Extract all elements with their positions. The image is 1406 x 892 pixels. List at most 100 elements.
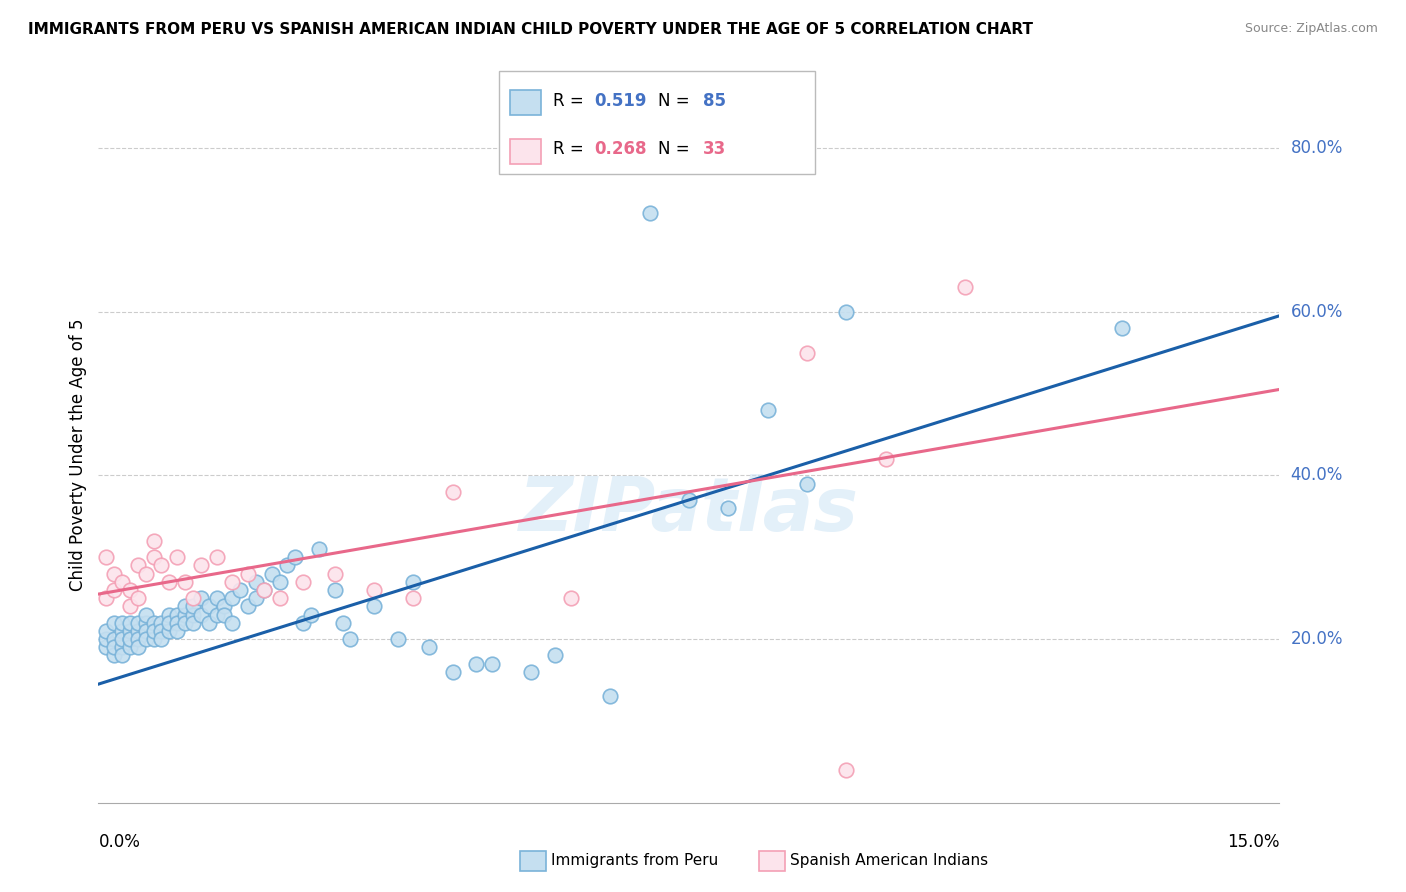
- Point: [339, 632, 361, 646]
- Point: [142, 533, 165, 548]
- Point: [111, 640, 134, 655]
- Point: [269, 591, 291, 606]
- Text: R =: R =: [553, 92, 589, 110]
- Point: [756, 403, 779, 417]
- Point: [181, 599, 204, 614]
- Point: [150, 624, 173, 638]
- Point: [402, 574, 425, 589]
- Point: [96, 591, 118, 606]
- Point: [418, 640, 440, 655]
- Point: [875, 452, 897, 467]
- Point: [245, 591, 267, 606]
- Point: [260, 566, 283, 581]
- Point: [181, 607, 204, 622]
- Point: [181, 615, 204, 630]
- Point: [127, 615, 149, 630]
- Point: [135, 632, 157, 646]
- Point: [135, 624, 157, 638]
- Text: Spanish American Indians: Spanish American Indians: [790, 854, 988, 868]
- Point: [103, 615, 125, 630]
- Text: N =: N =: [658, 92, 695, 110]
- Point: [96, 624, 118, 638]
- Point: [236, 599, 259, 614]
- Point: [150, 615, 173, 630]
- Point: [245, 574, 267, 589]
- Text: 20.0%: 20.0%: [1291, 630, 1343, 648]
- Point: [118, 632, 141, 646]
- Point: [835, 304, 858, 318]
- Point: [205, 607, 228, 622]
- Point: [214, 607, 236, 622]
- Point: [465, 657, 488, 671]
- Point: [127, 558, 149, 573]
- Point: [96, 632, 118, 646]
- Point: [363, 582, 385, 597]
- Point: [332, 615, 354, 630]
- Point: [118, 632, 141, 646]
- Point: [150, 558, 173, 573]
- Point: [221, 574, 243, 589]
- Point: [363, 599, 385, 614]
- Point: [166, 615, 188, 630]
- Point: [205, 591, 228, 606]
- Point: [253, 582, 276, 597]
- Point: [284, 550, 307, 565]
- Point: [269, 574, 291, 589]
- Point: [174, 574, 197, 589]
- Point: [520, 665, 543, 679]
- Point: [953, 280, 976, 294]
- Point: [387, 632, 409, 646]
- Point: [118, 640, 141, 655]
- Point: [142, 632, 165, 646]
- Point: [229, 582, 252, 597]
- Point: [135, 615, 157, 630]
- Point: [103, 648, 125, 663]
- Point: [157, 615, 180, 630]
- Text: 0.268: 0.268: [595, 140, 647, 158]
- Point: [174, 615, 197, 630]
- Point: [111, 632, 134, 646]
- Text: 60.0%: 60.0%: [1291, 302, 1343, 321]
- Text: 40.0%: 40.0%: [1291, 467, 1343, 484]
- Point: [103, 566, 125, 581]
- Point: [157, 607, 180, 622]
- Point: [299, 607, 322, 622]
- Y-axis label: Child Poverty Under the Age of 5: Child Poverty Under the Age of 5: [69, 318, 87, 591]
- Text: 80.0%: 80.0%: [1291, 139, 1343, 157]
- Point: [174, 599, 197, 614]
- Point: [181, 591, 204, 606]
- Text: Immigrants from Peru: Immigrants from Peru: [551, 854, 718, 868]
- Point: [276, 558, 298, 573]
- Point: [205, 550, 228, 565]
- Point: [127, 624, 149, 638]
- Point: [111, 624, 134, 638]
- Point: [135, 566, 157, 581]
- Point: [638, 206, 661, 220]
- Point: [118, 615, 141, 630]
- Point: [441, 484, 464, 499]
- Point: [111, 615, 134, 630]
- Point: [835, 763, 858, 777]
- Point: [142, 550, 165, 565]
- Point: [111, 648, 134, 663]
- Point: [678, 492, 700, 507]
- Point: [135, 607, 157, 622]
- Point: [441, 665, 464, 679]
- Point: [142, 615, 165, 630]
- Point: [796, 476, 818, 491]
- Point: [221, 591, 243, 606]
- Point: [190, 591, 212, 606]
- Point: [481, 657, 503, 671]
- Text: 85: 85: [703, 92, 725, 110]
- Point: [127, 640, 149, 655]
- Text: 0.519: 0.519: [595, 92, 647, 110]
- Point: [599, 690, 621, 704]
- Point: [150, 632, 173, 646]
- Point: [174, 607, 197, 622]
- Text: R =: R =: [553, 140, 589, 158]
- Point: [118, 624, 141, 638]
- Text: 33: 33: [703, 140, 727, 158]
- Point: [142, 624, 165, 638]
- Text: 15.0%: 15.0%: [1227, 833, 1279, 851]
- Point: [292, 615, 315, 630]
